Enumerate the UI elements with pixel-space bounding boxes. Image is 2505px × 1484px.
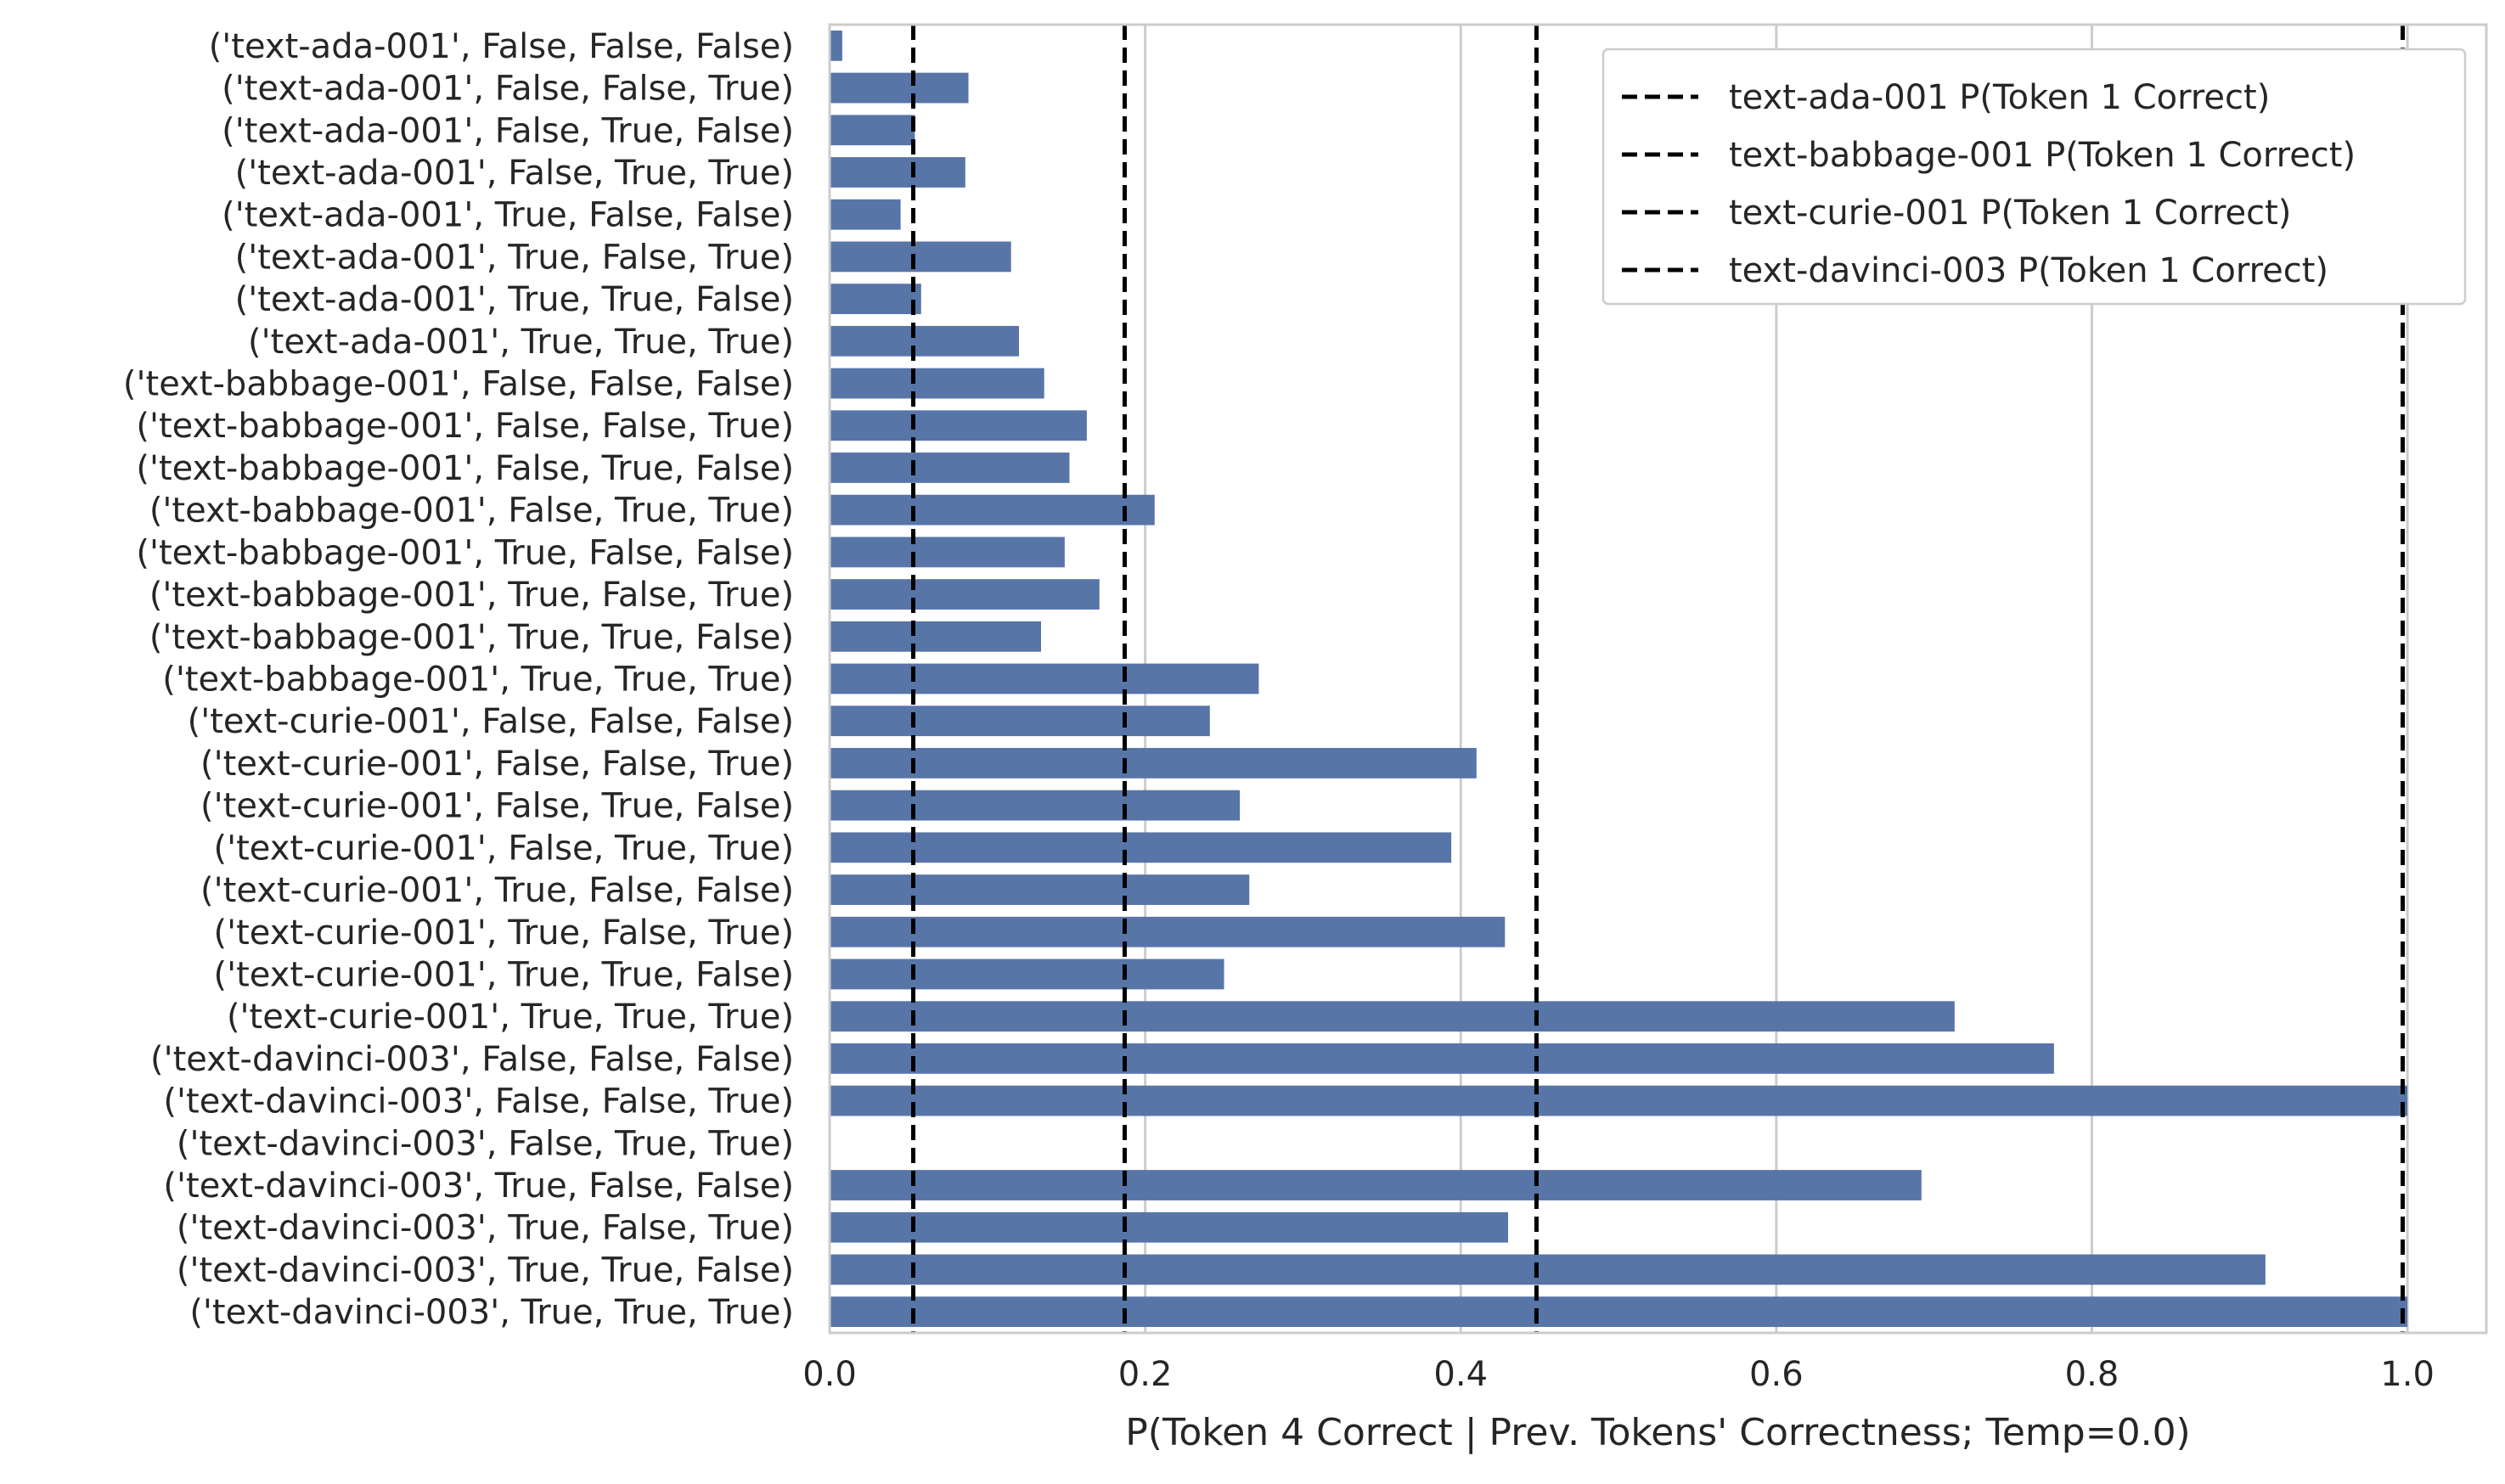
bar <box>830 790 1241 821</box>
bar <box>830 705 1210 737</box>
x-tick-label: 0.0 <box>802 1355 857 1394</box>
x-tick-label: 0.4 <box>1433 1355 1488 1394</box>
y-tick-label: ('text-curie-001', False, True, True) <box>214 829 795 868</box>
bar <box>830 832 1452 863</box>
bar <box>830 1001 1955 1032</box>
bar <box>830 579 1100 610</box>
y-tick-label: ('text-babbage-001', False, True, True) <box>149 492 794 531</box>
y-tick-label: ('text-babbage-001', True, True, False) <box>149 618 794 657</box>
bar <box>830 284 921 315</box>
x-tick-label: 0.2 <box>1118 1355 1173 1394</box>
bar <box>830 368 1044 399</box>
y-tick-label: ('text-davinci-003', False, False, True) <box>163 1082 794 1121</box>
y-tick-label: ('text-ada-001', False, False, False) <box>209 27 794 66</box>
y-tick-label: ('text-babbage-001', False, False, True) <box>136 407 794 446</box>
y-tick-label: ('text-davinci-003', False, False, False… <box>150 1040 794 1079</box>
bar <box>830 537 1065 568</box>
y-tick-label: ('text-babbage-001', False, False, False… <box>123 365 794 404</box>
bar <box>830 663 1259 694</box>
y-tick-label: ('text-babbage-001', False, True, False) <box>136 449 794 488</box>
bar <box>830 916 1506 947</box>
bar <box>830 157 965 188</box>
x-axis-title: P(Token 4 Correct | Prev. Tokens' Correc… <box>1125 1411 2190 1454</box>
plot-frame <box>828 23 2488 1335</box>
x-tick-label: 0.6 <box>1749 1355 1804 1394</box>
y-tick-label: ('text-babbage-001', True, False, False) <box>136 533 794 572</box>
bar <box>830 874 1250 905</box>
y-tick-label: ('text-davinci-003', True, True, False) <box>177 1251 794 1290</box>
legend: text-ada-001 P(Token 1 Correct) text-babb… <box>1602 48 2467 306</box>
legend-label: text-ada-001 P(Token 1 Correct) <box>1729 78 2270 117</box>
y-tick-label: ('text-ada-001', False, True, True) <box>235 154 794 193</box>
legend-label: text-babbage-001 P(Token 1 Correct) <box>1729 136 2356 175</box>
bar <box>830 453 1070 483</box>
y-tick-label: ('text-davinci-003', False, True, True) <box>177 1124 794 1163</box>
bar <box>830 1170 1922 1200</box>
y-tick-labels: ('text-ada-001', False, False, False) ('t… <box>123 27 794 1332</box>
y-tick-label: ('text-curie-001', True, False, False) <box>200 871 794 910</box>
bar <box>830 1254 2266 1285</box>
bar <box>830 115 915 146</box>
bar <box>830 958 1224 990</box>
y-tick-label: ('text-curie-001', True, True, False) <box>214 955 795 994</box>
bar <box>830 30 842 61</box>
x-tick-labels: 0.0 0.2 0.4 0.6 0.8 1.0 <box>802 1355 2435 1394</box>
y-tick-label: ('text-ada-001', False, True, False) <box>222 111 794 150</box>
reference-lines <box>910 25 2406 1333</box>
bar <box>830 1085 2408 1116</box>
bar <box>830 1211 1508 1243</box>
bar <box>830 621 1041 652</box>
y-tick-label: ('text-davinci-003', True, True, True) <box>189 1293 794 1332</box>
bar <box>830 748 1477 779</box>
bar <box>830 325 1019 357</box>
bar <box>830 1296 2408 1328</box>
y-tick-label: ('text-curie-001', False, False, True) <box>200 745 794 784</box>
legend-box <box>1602 48 2467 306</box>
y-tick-label: ('text-ada-001', True, False, True) <box>235 238 794 277</box>
y-tick-label: ('text-davinci-003', True, False, False) <box>163 1166 794 1206</box>
legend-label: text-davinci-003 P(Token 1 Correct) <box>1729 251 2328 290</box>
x-tick-label: 0.8 <box>2065 1355 2119 1394</box>
bar <box>830 199 901 230</box>
y-tick-label: ('text-davinci-003', True, False, True) <box>177 1209 794 1248</box>
bar <box>830 72 969 104</box>
y-tick-label: ('text-babbage-001', True, True, True) <box>162 660 794 700</box>
bar <box>830 1043 2054 1074</box>
y-tick-label: ('text-ada-001', False, False, True) <box>222 70 794 109</box>
y-tick-label: ('text-curie-001', False, False, False) <box>188 702 794 741</box>
bar <box>830 241 1011 273</box>
bar <box>830 410 1087 441</box>
y-tick-label: ('text-curie-001', True, False, True) <box>214 913 795 953</box>
x-tick-label: 1.0 <box>2380 1355 2435 1394</box>
y-tick-label: ('text-curie-001', False, True, False) <box>200 787 794 826</box>
y-tick-label: ('text-ada-001', True, True, True) <box>248 323 794 362</box>
y-tick-label: ('text-ada-001', True, True, False) <box>235 280 794 319</box>
bars <box>830 30 2408 1328</box>
y-tick-label: ('text-ada-001', True, False, False) <box>222 196 794 235</box>
legend-label: text-curie-001 P(Token 1 Correct) <box>1729 194 2291 233</box>
bar <box>830 494 1155 526</box>
y-tick-label: ('text-curie-001', True, True, True) <box>227 998 794 1037</box>
y-tick-label: ('text-babbage-001', True, False, True) <box>149 576 794 615</box>
